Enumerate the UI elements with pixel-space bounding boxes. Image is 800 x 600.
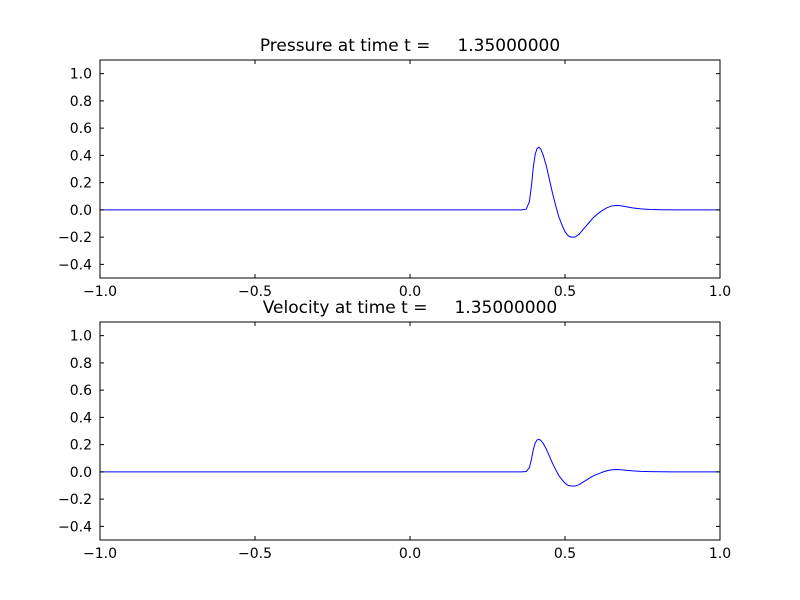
y-tick-label: 0.6 [70,121,92,137]
velocity-line [100,438,720,487]
x-tick-label: 0.5 [554,284,576,300]
x-tick-label: −0.5 [238,284,272,300]
y-tick-label: 0.0 [70,203,92,219]
x-tick-label: 1.0 [709,546,731,562]
velocity-plot-title: Velocity at time t = 1.35000000 [262,298,558,318]
x-tick-label: −1.0 [83,284,117,300]
y-tick-label: 1.0 [70,67,92,83]
y-tick-label: 0.2 [70,438,92,454]
x-tick-label: −0.5 [238,546,272,562]
x-tick-label: 0.0 [399,546,421,562]
y-tick-label: −0.2 [58,230,92,246]
y-tick-label: 0.0 [70,465,92,481]
y-tick-label: −0.4 [58,519,92,535]
x-tick-label: −1.0 [83,546,117,562]
y-tick-label: 0.2 [70,176,92,192]
x-tick-label: 1.0 [709,284,731,300]
y-tick-label: 0.4 [70,148,92,164]
pressure-plot-title: Pressure at time t = 1.35000000 [259,36,561,56]
y-tick-label: 0.6 [70,383,92,399]
y-tick-label: −0.4 [58,257,92,273]
y-tick-label: 0.4 [70,410,92,426]
axes-box [99,321,721,541]
axes-box [99,59,721,279]
x-tick-label: 0.0 [399,284,421,300]
y-tick-label: 0.8 [70,356,92,372]
y-tick-label: 1.0 [70,329,92,345]
y-tick-label: 0.8 [70,94,92,110]
x-tick-label: 0.5 [554,546,576,562]
y-tick-label: −0.2 [58,492,92,508]
subplot-velocity: −1.0 −0.5 0.0 0.5 1.0 −0.4 −0.2 0.0 0.2 0.4 0.6 0.8… [58,321,731,562]
pressure-line [100,146,720,238]
subplot-pressure: −1.0 −0.5 0.0 0.5 1.0 −0.4 −0.2 0.0 0.2 0.4 0.6 0.8… [58,59,731,300]
